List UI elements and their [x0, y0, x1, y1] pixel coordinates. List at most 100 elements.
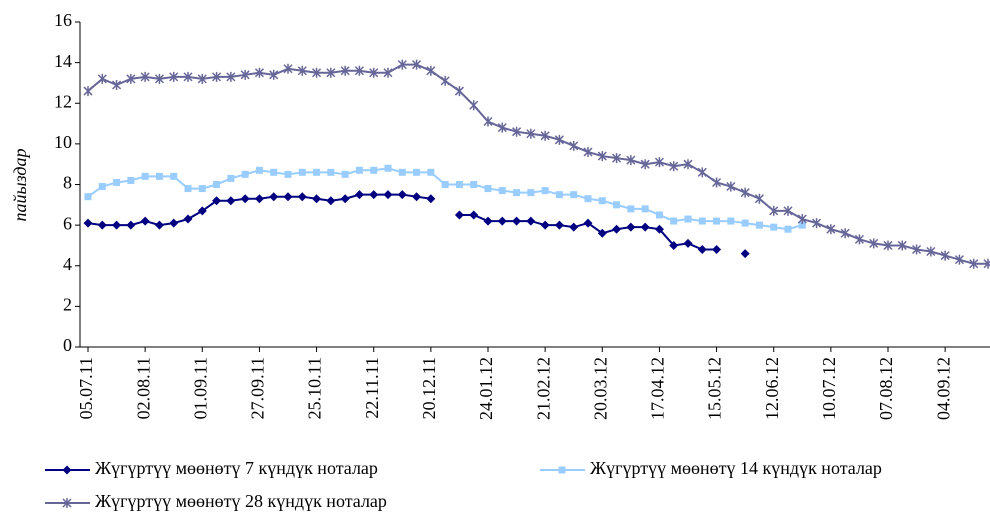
marker	[269, 69, 279, 80]
marker	[483, 116, 493, 127]
marker	[497, 216, 507, 226]
marker	[326, 196, 336, 206]
marker	[497, 122, 507, 133]
marker	[741, 219, 749, 227]
marker	[512, 216, 522, 226]
marker	[784, 225, 792, 233]
marker	[298, 168, 306, 176]
x-tick-label: 04.09.12	[933, 357, 953, 420]
marker	[627, 205, 635, 213]
marker	[612, 153, 622, 164]
marker	[897, 240, 907, 251]
marker	[697, 167, 707, 178]
marker	[340, 194, 350, 204]
marker	[697, 245, 707, 254]
y-tick-label: 12	[54, 91, 72, 111]
marker	[954, 254, 964, 265]
marker	[226, 71, 236, 82]
y-tick-label: 0	[63, 335, 72, 355]
y-tick-label: 14	[54, 51, 72, 71]
marker	[612, 224, 622, 234]
marker	[140, 216, 150, 226]
marker	[184, 185, 192, 193]
x-tick-label: 05.07.11	[76, 357, 96, 419]
marker	[426, 65, 436, 76]
x-tick-label: 21.02.12	[533, 357, 553, 420]
marker	[826, 224, 836, 235]
marker	[726, 181, 736, 192]
marker	[526, 128, 536, 139]
x-tick-label: 01.09.11	[190, 357, 210, 419]
marker	[669, 161, 679, 172]
marker	[198, 185, 206, 193]
marker	[484, 185, 492, 193]
series-line	[87, 63, 988, 265]
marker	[797, 214, 807, 225]
marker	[640, 159, 650, 170]
marker	[640, 222, 650, 232]
marker	[254, 67, 264, 78]
marker	[413, 168, 421, 176]
marker	[283, 192, 293, 202]
marker	[783, 205, 793, 216]
marker	[312, 194, 322, 204]
marker	[254, 194, 264, 204]
marker	[97, 73, 107, 84]
marker	[154, 73, 164, 84]
x-tick-label: 10.07.12	[819, 357, 839, 420]
x-tick-label: 12.06.12	[762, 357, 782, 420]
marker	[654, 224, 664, 234]
marker	[112, 79, 122, 90]
marker	[769, 205, 779, 216]
marker	[140, 71, 150, 82]
x-tick-label: 24.01.12	[476, 357, 496, 420]
y-tick-label: 10	[54, 132, 72, 152]
marker	[354, 190, 364, 200]
series	[84, 164, 806, 233]
marker	[398, 168, 406, 176]
marker	[269, 192, 279, 202]
marker	[169, 218, 179, 228]
marker	[754, 193, 764, 204]
marker	[512, 126, 522, 137]
marker	[83, 86, 93, 97]
marker	[227, 174, 235, 182]
marker	[712, 177, 722, 188]
marker	[940, 250, 950, 261]
marker	[570, 191, 578, 199]
marker	[655, 211, 663, 219]
marker	[312, 67, 322, 78]
marker	[112, 220, 122, 230]
marker	[212, 196, 222, 206]
marker	[526, 216, 536, 226]
marker	[355, 166, 363, 174]
marker	[284, 170, 292, 178]
legend-label: Жүгүртүү мөөнөтү 14 күндүк ноталар	[590, 458, 882, 478]
marker	[154, 220, 164, 230]
series-line	[87, 167, 803, 231]
marker	[469, 210, 479, 220]
marker	[327, 168, 335, 176]
marker	[740, 187, 750, 198]
marker	[83, 218, 93, 228]
marker	[683, 238, 693, 248]
marker	[558, 466, 566, 474]
marker	[670, 217, 678, 225]
marker	[197, 73, 207, 84]
marker	[883, 240, 893, 251]
marker	[869, 238, 879, 249]
marker	[427, 168, 435, 176]
marker	[354, 65, 364, 76]
marker	[840, 228, 850, 239]
marker	[155, 172, 163, 180]
marker	[183, 71, 193, 82]
marker	[170, 172, 178, 180]
marker	[969, 258, 979, 269]
marker	[626, 222, 636, 232]
marker	[370, 166, 378, 174]
marker	[98, 183, 106, 191]
marker	[441, 181, 449, 188]
marker	[555, 191, 563, 199]
marker	[583, 147, 593, 157]
marker	[297, 65, 307, 76]
